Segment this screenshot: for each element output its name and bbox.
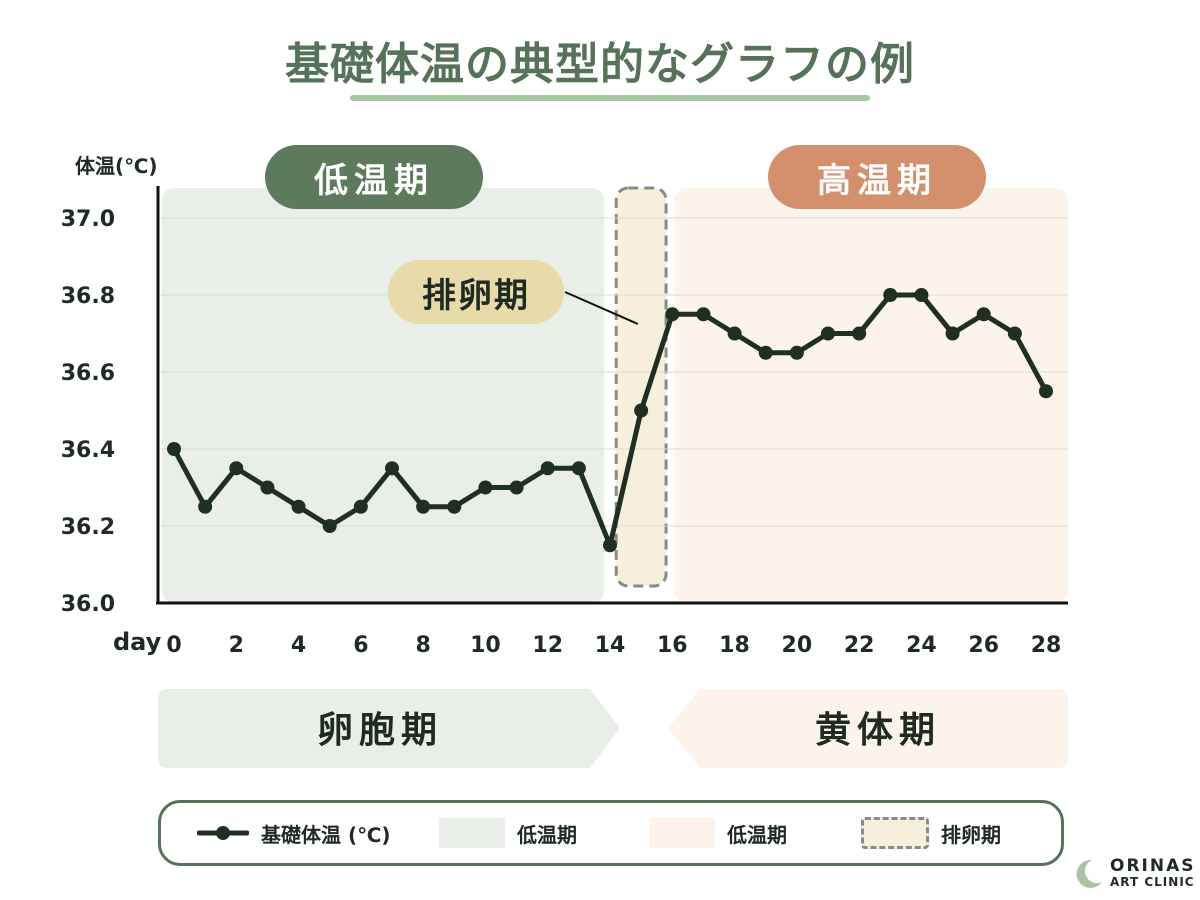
legend-label-low: 低温期 <box>517 822 577 847</box>
data-point <box>821 326 835 341</box>
x-tick-label: 6 <box>353 633 368 658</box>
data-point <box>229 461 244 476</box>
data-point <box>416 499 431 514</box>
clinic-logo: ORINAS ART CLINIC <box>1070 856 1194 892</box>
x-tick-label: 10 <box>470 633 501 658</box>
x-tick-label: 2 <box>229 633 244 658</box>
ovulation-pill: 排卵期 <box>388 260 564 324</box>
data-point <box>976 307 991 322</box>
legend-label-bbt: 基礎体温 (℃) <box>261 822 391 847</box>
x-tick-label: 4 <box>291 633 306 658</box>
legend-label-high: 低温期 <box>727 822 787 847</box>
legend-item-high: 低温期 <box>649 803 787 863</box>
x-tick-label: 26 <box>968 633 999 658</box>
data-point <box>758 345 773 360</box>
x-tick-label: 16 <box>657 633 688 658</box>
data-point <box>883 288 898 302</box>
x-tick-label: 12 <box>532 633 563 658</box>
y-axis-label: 体温(℃) <box>75 154 158 178</box>
ovulation-band <box>614 186 668 588</box>
y-tick-label: 36.8 <box>61 284 115 309</box>
x-tick-label: 20 <box>782 633 813 658</box>
legend-label-ovulation: 排卵期 <box>941 822 1001 847</box>
data-point <box>478 480 493 495</box>
legend-line-marker-icon <box>197 826 249 840</box>
chart-title: 基礎体温の典型的なグラフの例 <box>285 39 915 90</box>
data-point <box>945 326 960 341</box>
data-point <box>447 499 462 514</box>
follicular-phase-arrow <box>158 689 620 768</box>
legend-swatch-ovulation <box>861 817 929 849</box>
x-tick-label: 22 <box>844 633 875 658</box>
data-point <box>852 326 867 341</box>
low-phase-band <box>162 188 604 603</box>
legend-item-ovulation: 排卵期 <box>861 803 1001 863</box>
y-tick-label: 36.0 <box>61 592 115 617</box>
y-tick-label: 36.2 <box>61 515 115 540</box>
data-point <box>1007 326 1022 341</box>
y-tick-label: 36.6 <box>61 361 115 386</box>
data-point <box>198 499 213 514</box>
data-point <box>634 403 649 418</box>
luteal-phase-arrow <box>668 689 1068 768</box>
x-tick-label: 18 <box>719 633 750 658</box>
legend-swatch-low <box>439 818 505 848</box>
logo-crescent-icon <box>1076 859 1102 888</box>
data-point <box>571 461 586 476</box>
high-phase-band <box>674 188 1068 603</box>
data-point <box>789 345 804 360</box>
data-point <box>291 499 306 514</box>
data-point <box>540 461 555 476</box>
data-point <box>665 307 680 322</box>
x-tick-label: 24 <box>906 633 937 658</box>
luteal-phase-label: 黄体期 <box>815 710 941 751</box>
legend-item-low: 低温期 <box>439 803 577 863</box>
data-point <box>353 499 368 514</box>
legend-item-bbt: 基礎体温 (℃) <box>197 803 390 863</box>
title-underline <box>350 95 870 101</box>
x-tick-label: 8 <box>415 633 430 658</box>
data-point <box>509 480 524 495</box>
data-point <box>603 538 617 553</box>
x-axis-label: day <box>113 628 162 656</box>
high-phase-pill: 高温期 <box>768 145 986 209</box>
logo-line2: ART CLINIC <box>1110 875 1195 889</box>
legend: 基礎体温 (℃) 低温期 低温期 排卵期 <box>158 800 1064 866</box>
logo-line1: ORINAS <box>1110 856 1196 876</box>
data-point <box>696 307 711 322</box>
data-point <box>322 519 337 533</box>
data-point <box>914 288 929 302</box>
x-tick-label: 28 <box>1031 633 1062 658</box>
follicular-phase-label: 卵胞期 <box>317 710 443 751</box>
low-phase-pill: 低温期 <box>265 145 483 209</box>
legend-swatch-high <box>649 818 715 848</box>
data-point <box>727 326 742 341</box>
y-tick-label: 37.0 <box>61 207 115 232</box>
x-tick-label: 14 <box>595 633 626 658</box>
data-point <box>167 442 181 456</box>
y-tick-label: 36.4 <box>61 438 115 463</box>
data-point <box>385 461 399 476</box>
x-tick-label: 0 <box>166 633 181 658</box>
data-point <box>1039 384 1053 399</box>
data-point <box>260 480 275 495</box>
ovulation-leader-line <box>564 291 639 325</box>
